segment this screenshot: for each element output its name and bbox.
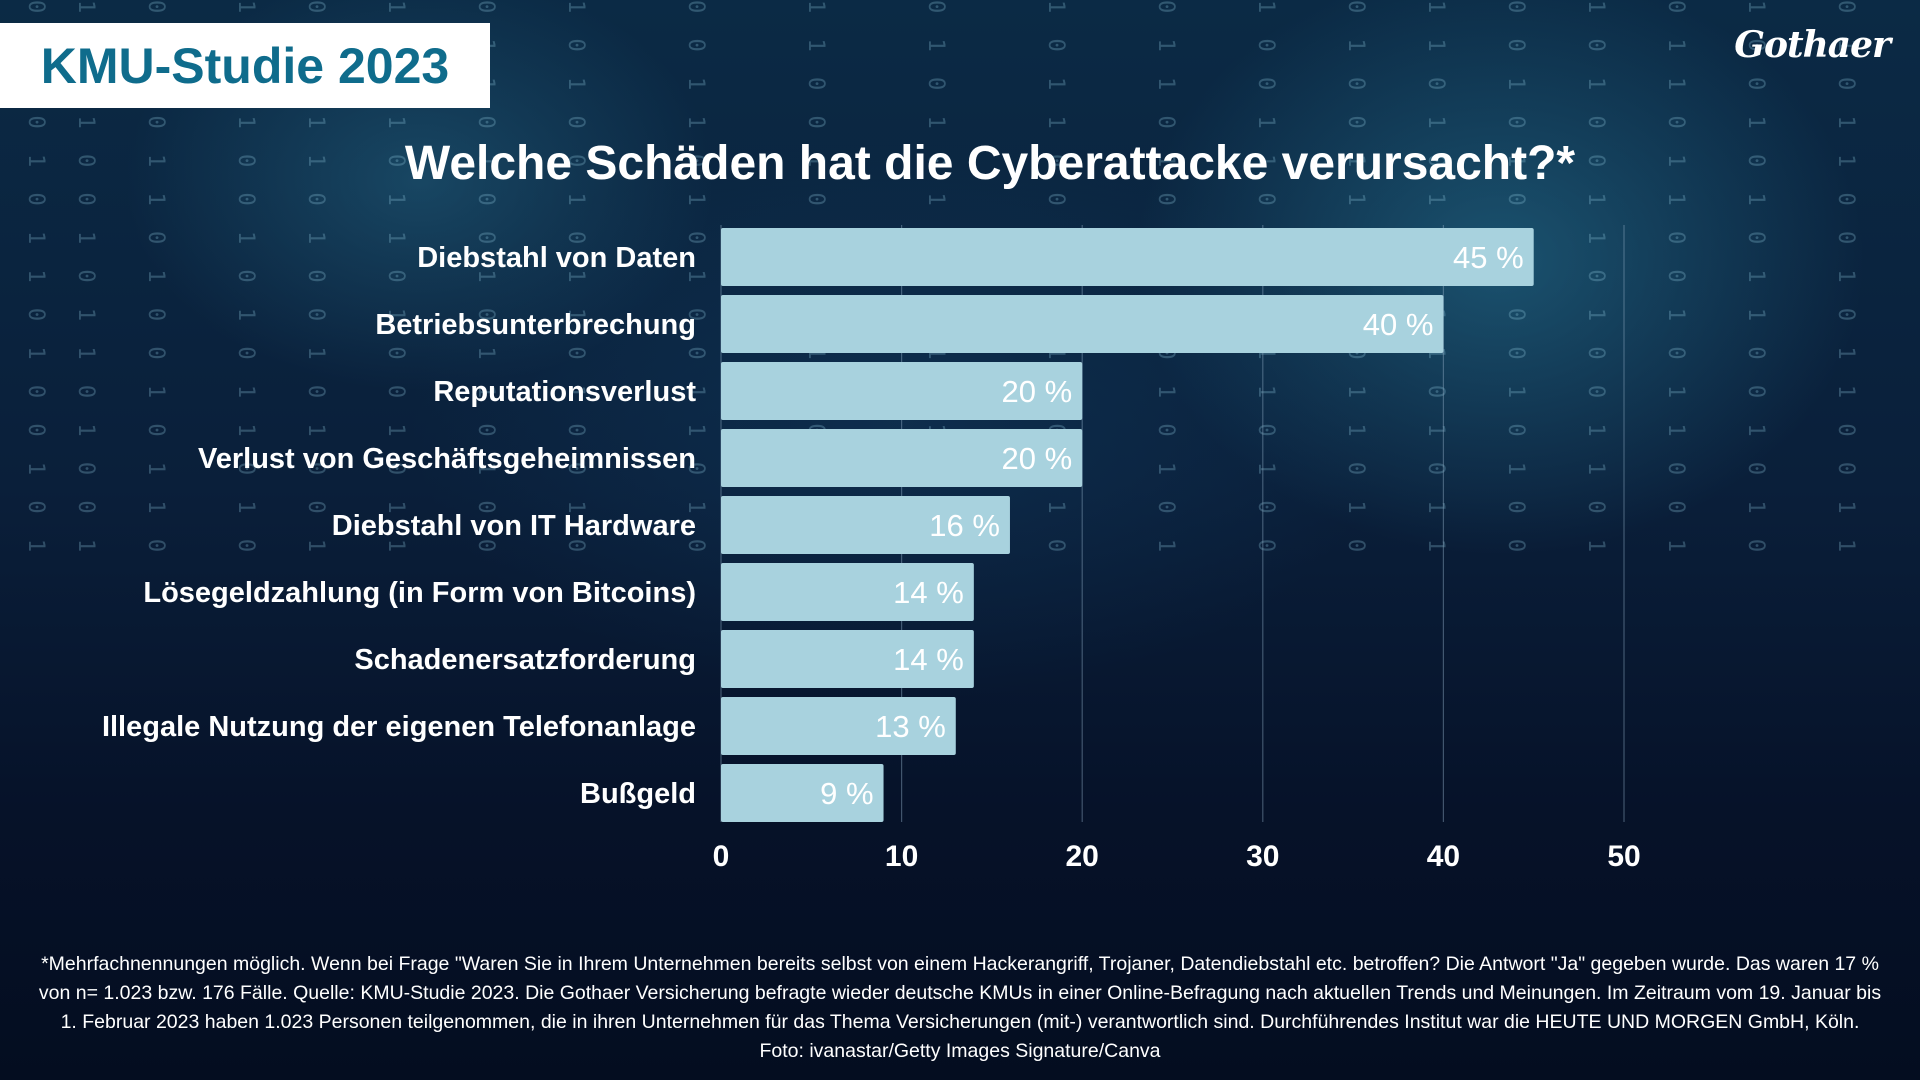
bar bbox=[721, 764, 884, 822]
category-label: Betriebsunterbrechung bbox=[375, 309, 696, 341]
footnote-line-3: 1. Februar 2023 haben 1.023 Personen tei… bbox=[60, 1011, 1860, 1033]
photo-credit: Foto: ivanastar/Getty Images Signature/C… bbox=[759, 1040, 1161, 1062]
study-title-box: KMU-Studie 2023 bbox=[0, 23, 490, 108]
bar bbox=[721, 295, 1444, 353]
data-label: 14 % bbox=[893, 642, 964, 677]
footnote-line-1: *Mehrfachnennungen möglich. Wenn bei Fra… bbox=[41, 953, 1879, 975]
bar bbox=[721, 630, 974, 688]
bar bbox=[721, 429, 1083, 487]
x-tick-label: 50 bbox=[1607, 840, 1640, 873]
data-label: 9 % bbox=[820, 776, 873, 811]
data-label: 40 % bbox=[1363, 307, 1434, 342]
category-label: Reputationsverlust bbox=[433, 376, 696, 408]
category-label: Diebstahl von Daten bbox=[417, 242, 696, 274]
data-label: 13 % bbox=[875, 709, 946, 744]
bar bbox=[721, 362, 1083, 420]
chart-title: Welche Schäden hat die Cyberattacke veru… bbox=[404, 137, 1576, 190]
data-label: 16 % bbox=[929, 508, 1000, 543]
x-tick-label: 20 bbox=[1066, 840, 1099, 873]
data-label: 20 % bbox=[1002, 374, 1073, 409]
x-tick-label: 0 bbox=[713, 840, 730, 873]
category-label: Bußgeld bbox=[580, 778, 696, 810]
category-label: Illegale Nutzung der eigenen Telefonanla… bbox=[102, 711, 696, 743]
bar bbox=[721, 563, 974, 621]
study-title: KMU-Studie 2023 bbox=[40, 37, 450, 94]
gothaer-logo: Gothaer bbox=[1734, 24, 1891, 66]
data-label: 45 % bbox=[1453, 240, 1524, 275]
bar bbox=[721, 228, 1534, 286]
bar bbox=[721, 496, 1010, 554]
bar bbox=[721, 697, 956, 755]
category-label: Schadenersatzforderung bbox=[354, 644, 696, 676]
x-tick-label: 30 bbox=[1246, 840, 1279, 873]
footnote: *Mehrfachnennungen möglich. Wenn bei Fra… bbox=[0, 950, 1920, 1066]
category-label: Verlust von Geschäftsgeheimnissen bbox=[198, 443, 696, 475]
x-tick-label: 10 bbox=[885, 840, 918, 873]
footnote-line-2: von n= 1.023 bzw. 176 Fälle. Quelle: KMU… bbox=[38, 982, 1882, 1004]
data-label: 14 % bbox=[893, 575, 964, 610]
category-label: Lösegeldzahlung (in Form von Bitcoins) bbox=[143, 577, 696, 609]
category-label: Diebstahl von IT Hardware bbox=[332, 510, 696, 542]
data-label: 20 % bbox=[1002, 441, 1073, 476]
x-tick-label: 40 bbox=[1427, 840, 1460, 873]
